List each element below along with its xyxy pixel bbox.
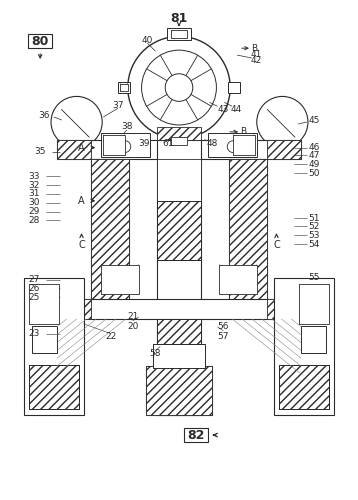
Bar	[158, 160, 200, 201]
Bar	[146, 366, 212, 416]
Text: 32: 32	[29, 180, 40, 190]
Text: 46: 46	[308, 143, 320, 152]
Bar	[57, 299, 301, 319]
Bar	[228, 82, 240, 94]
Text: 57: 57	[218, 332, 229, 341]
Bar	[267, 299, 301, 319]
Bar	[233, 135, 255, 156]
Text: 48: 48	[207, 139, 218, 148]
Bar	[57, 299, 91, 319]
Bar	[279, 365, 329, 410]
Bar	[158, 226, 200, 260]
Text: 55: 55	[308, 273, 320, 282]
Bar	[229, 160, 267, 304]
Bar	[158, 201, 200, 260]
Text: 36: 36	[38, 110, 50, 120]
Text: 35: 35	[34, 147, 46, 156]
Bar	[32, 326, 57, 353]
Bar	[158, 140, 200, 415]
Bar	[146, 366, 212, 416]
Text: A: A	[78, 142, 85, 152]
Text: 56: 56	[218, 322, 229, 332]
Bar	[91, 160, 129, 304]
Text: 51: 51	[308, 214, 320, 223]
Text: 81: 81	[170, 12, 188, 25]
Bar	[24, 278, 83, 415]
Text: 58: 58	[150, 349, 161, 358]
Text: C: C	[273, 240, 280, 250]
Bar	[91, 160, 129, 304]
Text: 28: 28	[29, 216, 40, 225]
Text: 29: 29	[29, 207, 40, 216]
Text: 49: 49	[308, 160, 320, 169]
Bar	[120, 84, 128, 92]
Bar	[184, 428, 208, 442]
Text: 44: 44	[231, 104, 242, 114]
Text: 23: 23	[29, 329, 40, 338]
Text: 39: 39	[138, 139, 149, 148]
Text: 27: 27	[29, 275, 40, 284]
Text: 61: 61	[163, 139, 174, 148]
Text: 37: 37	[112, 101, 124, 110]
Bar	[229, 160, 267, 304]
Text: B: B	[240, 128, 246, 136]
Text: 50: 50	[308, 168, 320, 177]
Bar	[171, 30, 187, 38]
Text: 21: 21	[127, 312, 139, 322]
Text: 26: 26	[29, 284, 40, 293]
Bar	[154, 344, 204, 368]
Text: 30: 30	[29, 198, 40, 207]
Bar	[299, 284, 329, 324]
Bar	[103, 135, 125, 156]
Bar	[158, 319, 200, 344]
Bar	[57, 140, 91, 160]
Text: 31: 31	[29, 190, 40, 198]
Bar	[267, 140, 301, 160]
Bar	[171, 137, 187, 144]
Text: 25: 25	[29, 293, 40, 302]
Bar	[275, 278, 334, 415]
Bar	[29, 365, 79, 410]
Bar	[167, 135, 191, 146]
Bar	[219, 265, 257, 294]
Text: B: B	[251, 44, 257, 52]
Text: 80: 80	[32, 35, 49, 48]
Bar	[118, 82, 130, 94]
Text: 40: 40	[142, 36, 153, 45]
Text: 38: 38	[121, 122, 132, 132]
Text: 54: 54	[308, 240, 320, 248]
Text: 47: 47	[308, 151, 320, 160]
Bar	[29, 284, 59, 324]
Text: 45: 45	[308, 116, 320, 124]
Bar	[57, 140, 301, 160]
Text: 41: 41	[250, 50, 261, 58]
Bar	[158, 319, 200, 344]
Bar	[301, 326, 326, 353]
Bar	[208, 133, 257, 158]
Text: 20: 20	[127, 322, 139, 332]
Bar	[101, 133, 150, 158]
Text: 42: 42	[250, 56, 261, 66]
Text: 52: 52	[308, 222, 320, 231]
Bar	[101, 265, 139, 294]
Text: 33: 33	[29, 172, 40, 180]
Bar	[29, 365, 79, 410]
Bar	[28, 34, 52, 48]
Text: 22: 22	[106, 332, 117, 341]
Bar	[158, 127, 200, 140]
Bar	[158, 201, 200, 260]
Bar	[279, 365, 329, 410]
Text: C: C	[78, 240, 85, 250]
Text: 43: 43	[218, 104, 229, 114]
Text: A: A	[78, 196, 85, 206]
Text: 82: 82	[187, 428, 204, 442]
Bar	[167, 28, 191, 40]
Text: 53: 53	[308, 230, 320, 239]
